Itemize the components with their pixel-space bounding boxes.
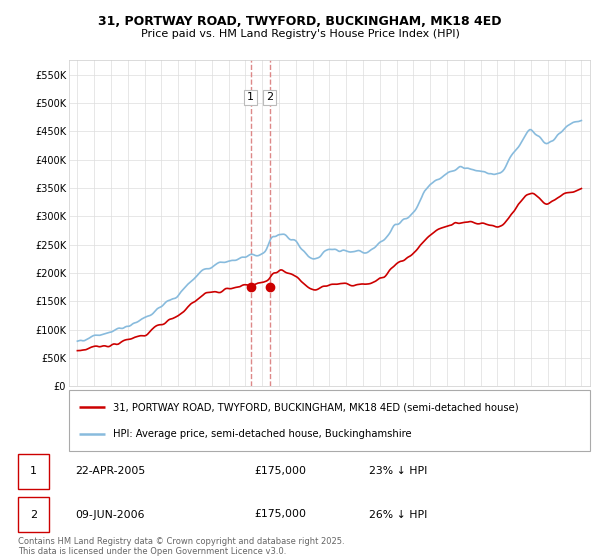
Text: HPI: Average price, semi-detached house, Buckinghamshire: HPI: Average price, semi-detached house,… [113, 429, 412, 439]
Text: 31, PORTWAY ROAD, TWYFORD, BUCKINGHAM, MK18 4ED: 31, PORTWAY ROAD, TWYFORD, BUCKINGHAM, M… [98, 15, 502, 28]
FancyBboxPatch shape [69, 390, 590, 451]
Text: Contains HM Land Registry data © Crown copyright and database right 2025.
This d: Contains HM Land Registry data © Crown c… [18, 537, 344, 557]
FancyBboxPatch shape [18, 497, 49, 533]
Text: Price paid vs. HM Land Registry's House Price Index (HPI): Price paid vs. HM Land Registry's House … [140, 29, 460, 39]
Text: 26% ↓ HPI: 26% ↓ HPI [369, 510, 427, 520]
Text: 1: 1 [247, 92, 254, 102]
Text: 23% ↓ HPI: 23% ↓ HPI [369, 466, 427, 477]
FancyBboxPatch shape [18, 454, 49, 489]
Text: £175,000: £175,000 [254, 466, 306, 477]
Text: £175,000: £175,000 [254, 510, 306, 520]
Text: 2: 2 [266, 92, 273, 102]
Text: 1: 1 [30, 466, 37, 477]
Text: 09-JUN-2006: 09-JUN-2006 [76, 510, 145, 520]
Text: 2: 2 [30, 510, 37, 520]
Text: 22-APR-2005: 22-APR-2005 [76, 466, 146, 477]
Text: 31, PORTWAY ROAD, TWYFORD, BUCKINGHAM, MK18 4ED (semi-detached house): 31, PORTWAY ROAD, TWYFORD, BUCKINGHAM, M… [113, 402, 519, 412]
